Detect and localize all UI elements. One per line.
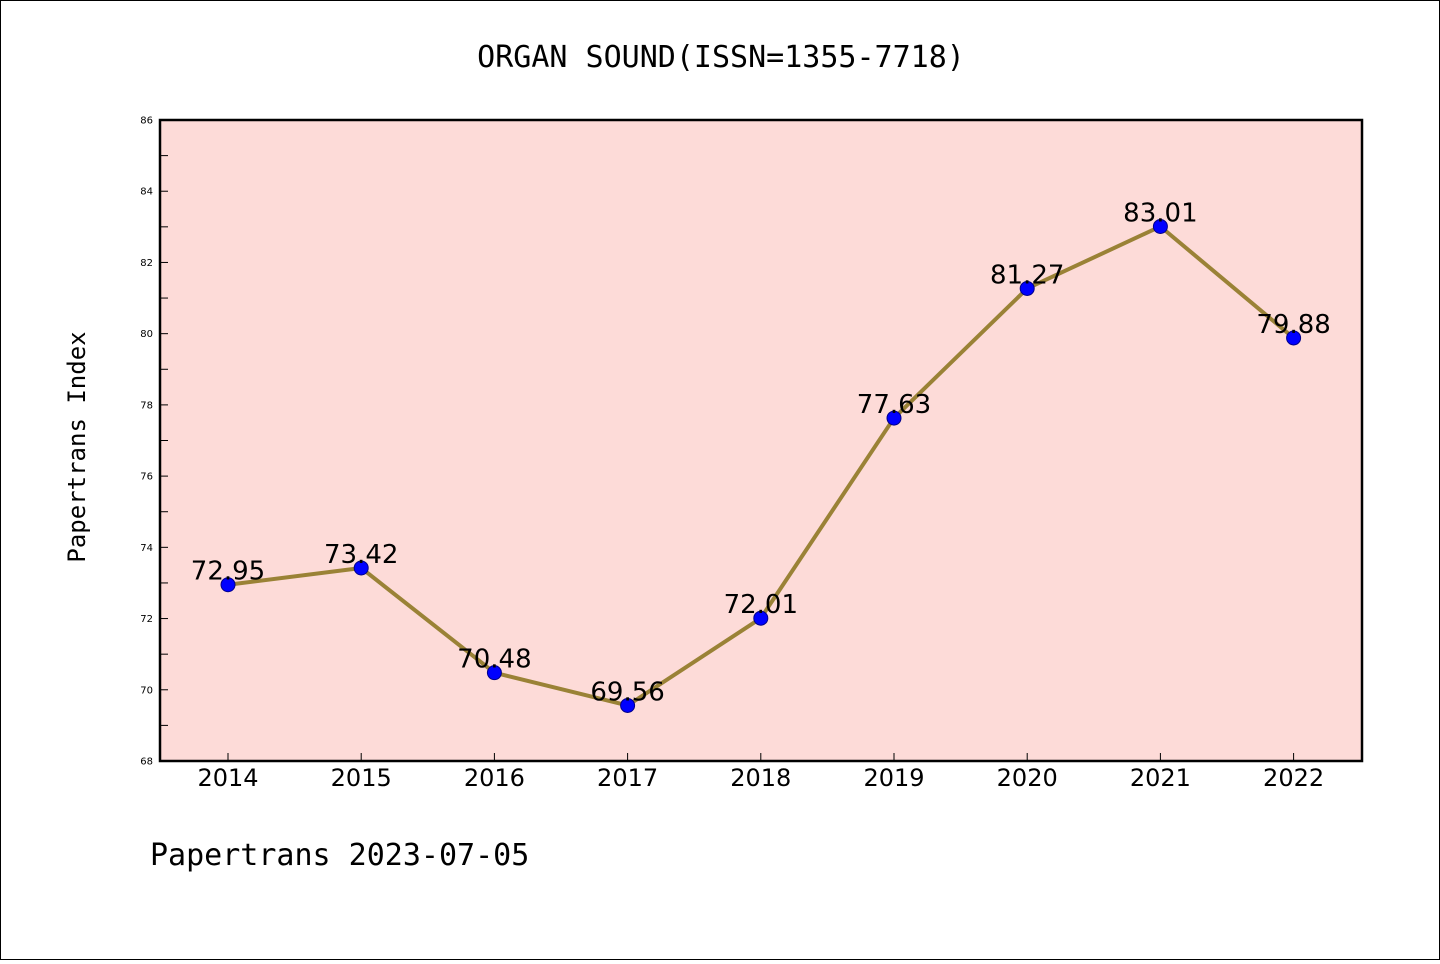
data-label: 72.01 [724, 590, 798, 620]
data-label: 73.42 [324, 540, 398, 570]
y-tick-label: 74 [140, 543, 153, 554]
y-tick-label: 82 [140, 258, 153, 269]
data-label: 81.27 [990, 260, 1064, 290]
x-axis: 2014 2015 2016 2017 2018 2019 2020 2021 2022 [197, 753, 1324, 792]
x-tick-label: 2017 [597, 764, 658, 792]
y-tick-label: 84 [140, 187, 153, 198]
data-point [886, 410, 902, 426]
y-tick-label: 78 [140, 400, 153, 411]
x-tick-label: 2022 [1263, 764, 1324, 792]
y-tick-label: 68 [140, 757, 153, 768]
data-point [753, 610, 769, 626]
x-tick-label: 2019 [863, 764, 924, 792]
y-tick-label: 86 [140, 116, 153, 127]
data-point [1019, 280, 1035, 296]
x-tick-label: 2021 [1130, 764, 1191, 792]
x-tick-label: 2014 [197, 764, 258, 792]
data-label: 69.56 [590, 677, 664, 707]
data-point [220, 577, 236, 593]
y-tick-label: 76 [140, 472, 153, 483]
x-tick-label: 2015 [331, 764, 392, 792]
x-tick-label: 2018 [730, 764, 791, 792]
data-label: 72.95 [191, 557, 265, 587]
chart-title: ORGAN SOUND(ISSN=1355-7718) [477, 40, 965, 75]
footer-text: Papertrans 2023-07-05 [150, 838, 529, 873]
data-label: 77.63 [857, 390, 931, 420]
series-line: 72.95 73.42 70.48 69.56 72.01 77.63 81.27 83.01… [191, 198, 1331, 713]
data-label: 70.48 [457, 645, 531, 675]
y-tick-label: 80 [140, 329, 153, 340]
data-label: 83.01 [1123, 198, 1197, 228]
y-tick-label: 72 [140, 614, 153, 625]
y-tick-label: 70 [140, 685, 153, 696]
data-label: 79.88 [1256, 310, 1330, 340]
data-point [1286, 330, 1302, 346]
data-point [353, 560, 369, 576]
x-tick-label: 2020 [997, 764, 1058, 792]
y-axis: 68 70 72 74 76 78 80 82 84 86 [140, 116, 168, 768]
y-axis-label: Papertrans Index [63, 331, 91, 562]
data-point [1152, 218, 1168, 234]
data-point [620, 697, 636, 713]
data-point [486, 665, 502, 681]
x-tick-label: 2016 [464, 764, 525, 792]
